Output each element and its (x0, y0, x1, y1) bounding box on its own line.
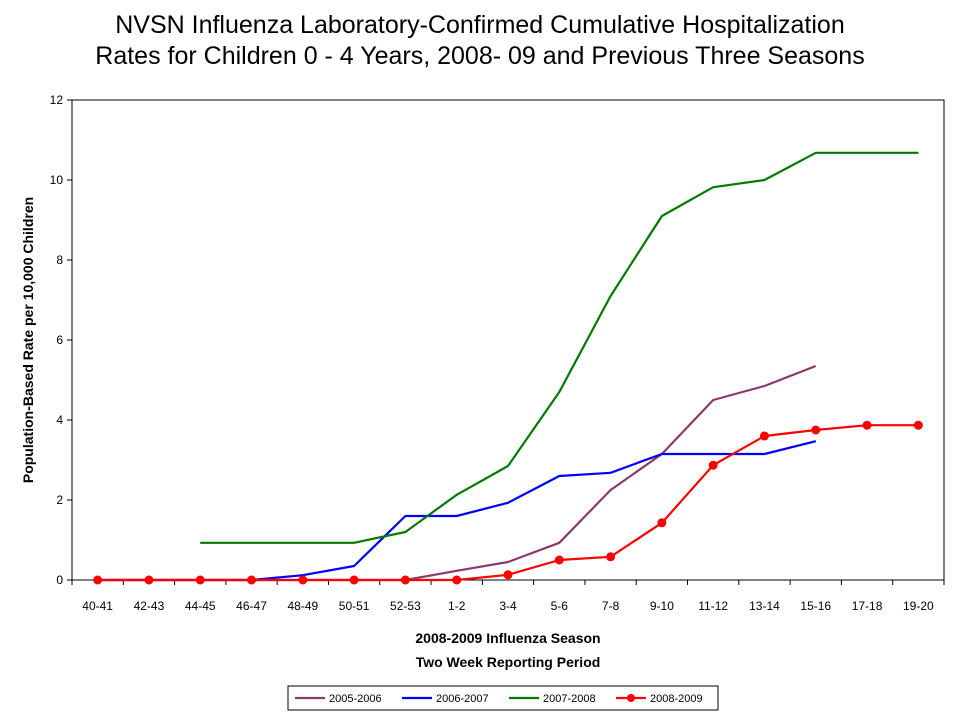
plot-area (71, 99, 945, 581)
data-point-2008-2009 (862, 420, 872, 430)
y-tick-label: 10 (50, 173, 64, 187)
data-point-2008-2009 (349, 575, 359, 585)
data-point-2008-2009 (452, 575, 462, 585)
legend-label: 2006-2007 (436, 693, 489, 705)
data-point-2008-2009 (93, 575, 103, 585)
x-axis-label-line-2: Two Week Reporting Period (416, 654, 601, 670)
x-tick-label: 15-16 (800, 599, 831, 613)
chart-title-line-1: NVSN Influenza Laboratory-Confirmed Cumu… (115, 11, 845, 39)
x-tick-label: 19-20 (903, 599, 934, 613)
y-axis-label: Population-Based Rate per 10,000 Childre… (20, 197, 36, 483)
series-layer (93, 151, 923, 585)
data-point-2008-2009 (708, 460, 718, 470)
x-tick-label: 46-47 (236, 599, 267, 613)
y-axis: 0 2 4 6 8 10 12 (50, 93, 72, 587)
data-point-2008-2009 (298, 575, 308, 585)
x-tick-label: 7-8 (602, 599, 620, 613)
data-point-2008-2009 (195, 575, 205, 585)
data-point-2008-2009 (913, 420, 923, 430)
legend-label: 2008-2009 (650, 693, 703, 705)
x-tick-label: 13-14 (749, 599, 780, 613)
x-tick-label: 3-4 (499, 599, 517, 613)
legend: 2005-2006 2006-2007 2007-2008 2008-2009 (287, 685, 719, 711)
data-point-2008-2009 (400, 575, 410, 585)
y-tick-label: 12 (50, 93, 64, 107)
x-tick-label: 52-53 (390, 599, 421, 613)
y-tick-label: 0 (56, 573, 63, 587)
x-tick-label: 17-18 (852, 599, 883, 613)
x-tick-label: 50-51 (339, 599, 370, 613)
x-tick-label: 40-41 (82, 599, 113, 613)
y-tick-label: 8 (56, 253, 63, 267)
x-tick-label: 5-6 (551, 599, 569, 613)
y-tick-label: 6 (56, 333, 63, 347)
data-point-2008-2009 (503, 570, 513, 580)
legend-marker (627, 694, 635, 702)
data-point-2008-2009 (759, 431, 769, 441)
legend-label: 2007-2008 (543, 693, 596, 705)
series-line-2006-2007 (97, 440, 817, 582)
y-tick-label: 4 (56, 413, 63, 427)
y-tick-label: 2 (56, 493, 63, 507)
data-point-2008-2009 (606, 552, 616, 562)
chart-title-line-2: Rates for Children 0 - 4 Years, 2008- 09… (95, 42, 865, 70)
x-tick-label: 1-2 (448, 599, 466, 613)
legend-label: 2005-2006 (329, 693, 382, 705)
x-tick-label: 9-10 (650, 599, 674, 613)
data-point-2008-2009 (247, 575, 257, 585)
x-tick-label: 44-45 (185, 599, 216, 613)
data-point-2008-2009 (144, 575, 154, 585)
x-tick-label: 11-12 (698, 599, 728, 613)
chart-title: NVSN Influenza Laboratory-Confirmed Cumu… (0, 10, 960, 72)
data-point-2008-2009 (554, 555, 564, 565)
series-line-2005-2006 (97, 364, 817, 582)
series-line-2007-2008 (200, 151, 919, 544)
data-point-2008-2009 (811, 425, 821, 435)
legend-box (287, 685, 719, 711)
x-axis: 40-41 42-43 44-45 46-47 48-49 50-51 52-53 1-2 3-… (71, 580, 945, 613)
x-axis-label-line-1: 2008-2009 Influenza Season (415, 630, 600, 646)
data-point-2008-2009 (657, 518, 667, 528)
x-tick-label: 48-49 (287, 599, 318, 613)
x-tick-label: 42-43 (134, 599, 165, 613)
